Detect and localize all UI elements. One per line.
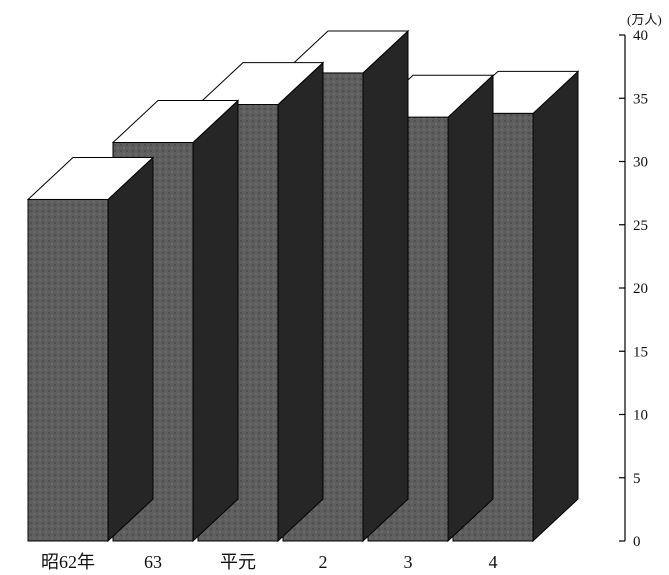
y-tick-label: 40: [633, 28, 648, 44]
y-unit-label: (万人): [627, 12, 662, 27]
category-label: 3: [404, 552, 413, 572]
y-tick-label: 25: [633, 218, 648, 234]
bar-texture: [28, 199, 108, 541]
bar-side-face: [532, 70, 579, 543]
y-tick-label: 10: [633, 408, 648, 424]
y-tick-label: 20: [633, 281, 648, 297]
category-label: 63: [144, 552, 162, 572]
category-label: 平元: [220, 552, 256, 572]
bar-side-face: [107, 156, 154, 543]
y-axis: 0 5 10 15 20 25 30 35 40(万人): [619, 12, 662, 550]
bars-group: [26, 29, 580, 543]
category-labels: 4 3 2 平元 63 昭62年: [41, 552, 498, 572]
y-tick-label: 35: [633, 91, 648, 107]
y-tick-label: 15: [633, 344, 648, 360]
bar-side-face: [192, 99, 239, 543]
bar-0: [26, 156, 155, 543]
y-tick-label: 5: [633, 471, 641, 487]
y-tick-label: 0: [633, 534, 641, 550]
category-label: 2: [319, 552, 328, 572]
bar-side-face: [447, 74, 494, 543]
category-label: 4: [489, 552, 498, 572]
bar-side-face: [277, 61, 324, 543]
category-label: 昭62年: [41, 552, 95, 572]
y-tick-label: 30: [633, 155, 648, 171]
bar-side-face: [362, 29, 409, 543]
